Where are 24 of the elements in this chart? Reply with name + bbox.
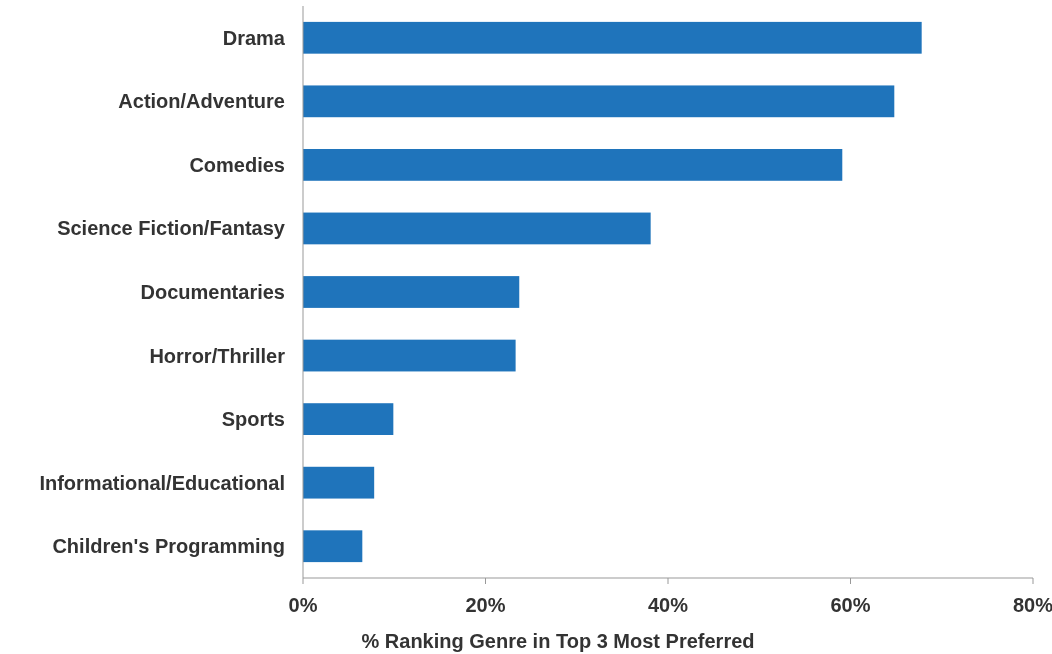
x-tick-label: 0% bbox=[288, 594, 318, 616]
y-tick-label: Sports bbox=[221, 408, 285, 431]
x-tick-label: 80% bbox=[1012, 594, 1052, 616]
bar bbox=[303, 466, 375, 499]
x-tick-label: 60% bbox=[830, 594, 871, 616]
y-tick-label: Children's Programming bbox=[52, 535, 285, 558]
y-tick-label: Informational/Educational bbox=[39, 471, 285, 494]
y-tick-label: Horror/Thriller bbox=[149, 344, 286, 367]
bar bbox=[303, 530, 363, 563]
x-axis-title: % Ranking Genre in Top 3 Most Preferred bbox=[361, 630, 755, 652]
y-tick-label: Comedies bbox=[189, 153, 285, 176]
x-tick-label: 20% bbox=[465, 594, 506, 616]
bar bbox=[303, 212, 651, 245]
bar bbox=[303, 403, 394, 435]
y-tick-label: Science Fiction/Fantasy bbox=[57, 217, 286, 240]
y-tick-label: Drama bbox=[222, 26, 286, 49]
y-tick-label: Documentaries bbox=[140, 281, 285, 303]
bar bbox=[303, 21, 922, 54]
bar bbox=[303, 85, 895, 118]
x-tick-label: 40% bbox=[647, 594, 689, 616]
bar bbox=[303, 149, 843, 181]
y-tick-label: Action/Adventure bbox=[118, 90, 285, 113]
bar bbox=[303, 339, 516, 372]
bar bbox=[303, 276, 520, 308]
